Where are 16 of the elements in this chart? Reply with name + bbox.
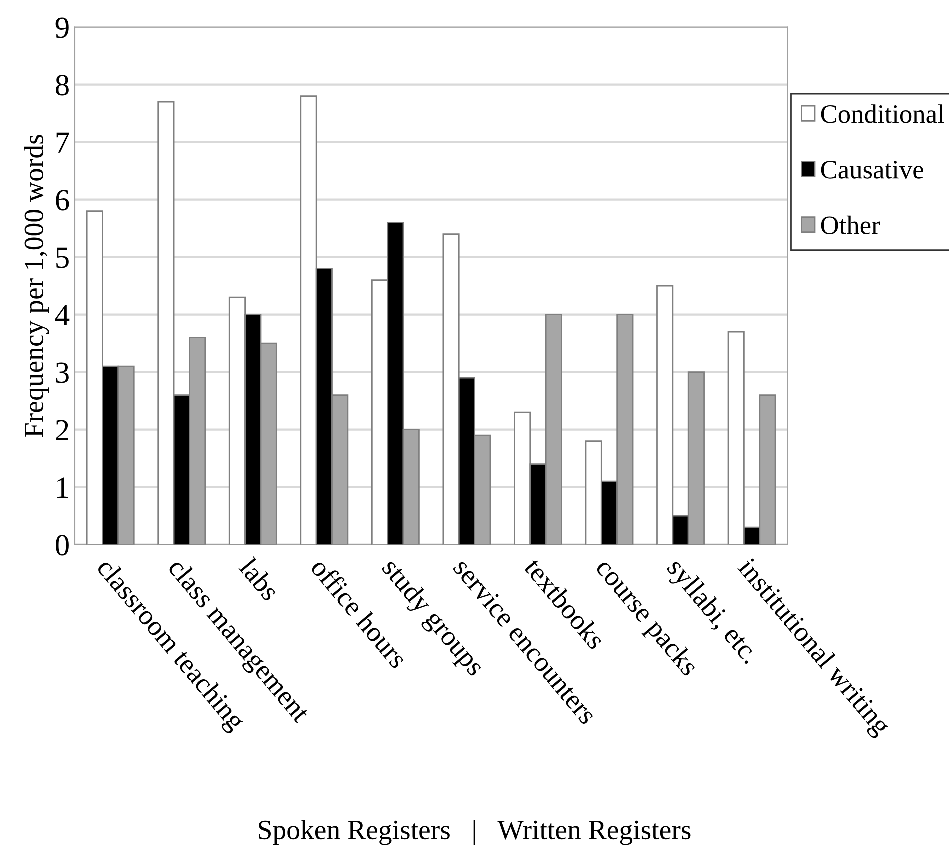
text: Spoken Registers | Written Registers — [259, 820, 691, 846]
y-tick-label: 6 — [56, 190, 70, 211]
y-tick-label: 8 — [56, 75, 69, 96]
y-tick-label: 2 — [56, 420, 68, 440]
y-tick-label: 5 — [56, 248, 69, 268]
legend-label: Causative — [821, 161, 924, 179]
y-tick-label: 4 — [55, 305, 70, 326]
legend-label: Conditional — [821, 104, 944, 124]
x-tick-label: labs — [238, 556, 282, 602]
y-tick-label: 1 — [58, 478, 68, 498]
y-tick-label: 0 — [56, 535, 69, 556]
y-tick-label: 9 — [56, 18, 69, 38]
y-axis-title: Frequency per 1,000 words — [24, 135, 50, 438]
legend-label: Other — [821, 216, 880, 234]
y-tick-label: 7 — [56, 132, 70, 153]
y-tick-label: 3 — [56, 362, 69, 384]
